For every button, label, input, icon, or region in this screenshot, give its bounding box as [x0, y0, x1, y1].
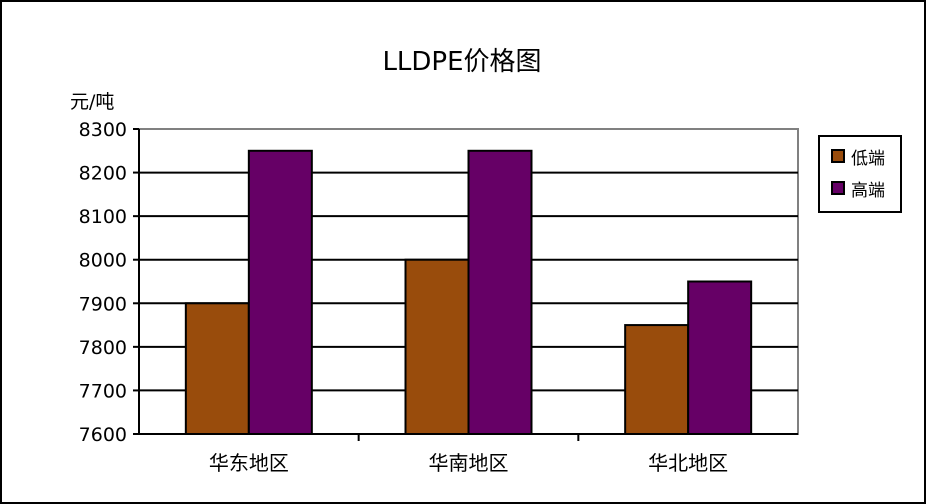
y-tick-label: 7700: [79, 380, 127, 402]
y-tick-label: 8200: [79, 163, 127, 185]
bar-低端-华南地区: [404, 258, 470, 436]
legend-box: [818, 135, 902, 213]
legend-swatch: [831, 149, 845, 163]
y-tick-label: 8300: [79, 119, 127, 141]
bar-高端-华东地区: [247, 149, 313, 436]
x-tick-label: 华北地区: [648, 451, 728, 475]
y-tick-label: 7900: [79, 293, 127, 315]
y-tick-label: 7800: [79, 337, 127, 359]
bar-高端-华北地区: [687, 280, 753, 435]
bar-低端-华北地区: [624, 324, 690, 436]
y-tick-label: 8000: [79, 250, 127, 272]
legend-label: 高端: [851, 181, 885, 201]
chart-title: LLDPE价格图: [382, 47, 541, 77]
x-tick-label: 华南地区: [429, 451, 509, 475]
legend-label: 低端: [851, 149, 885, 169]
x-tick-label: 华东地区: [209, 451, 289, 475]
legend-swatch: [831, 181, 845, 195]
bar-低端-华东地区: [184, 302, 250, 435]
y-tick-label: 8100: [79, 206, 127, 228]
y-axis-label: 元/吨: [70, 91, 114, 113]
bar-高端-华南地区: [467, 149, 533, 436]
y-tick-label: 7600: [79, 424, 127, 446]
